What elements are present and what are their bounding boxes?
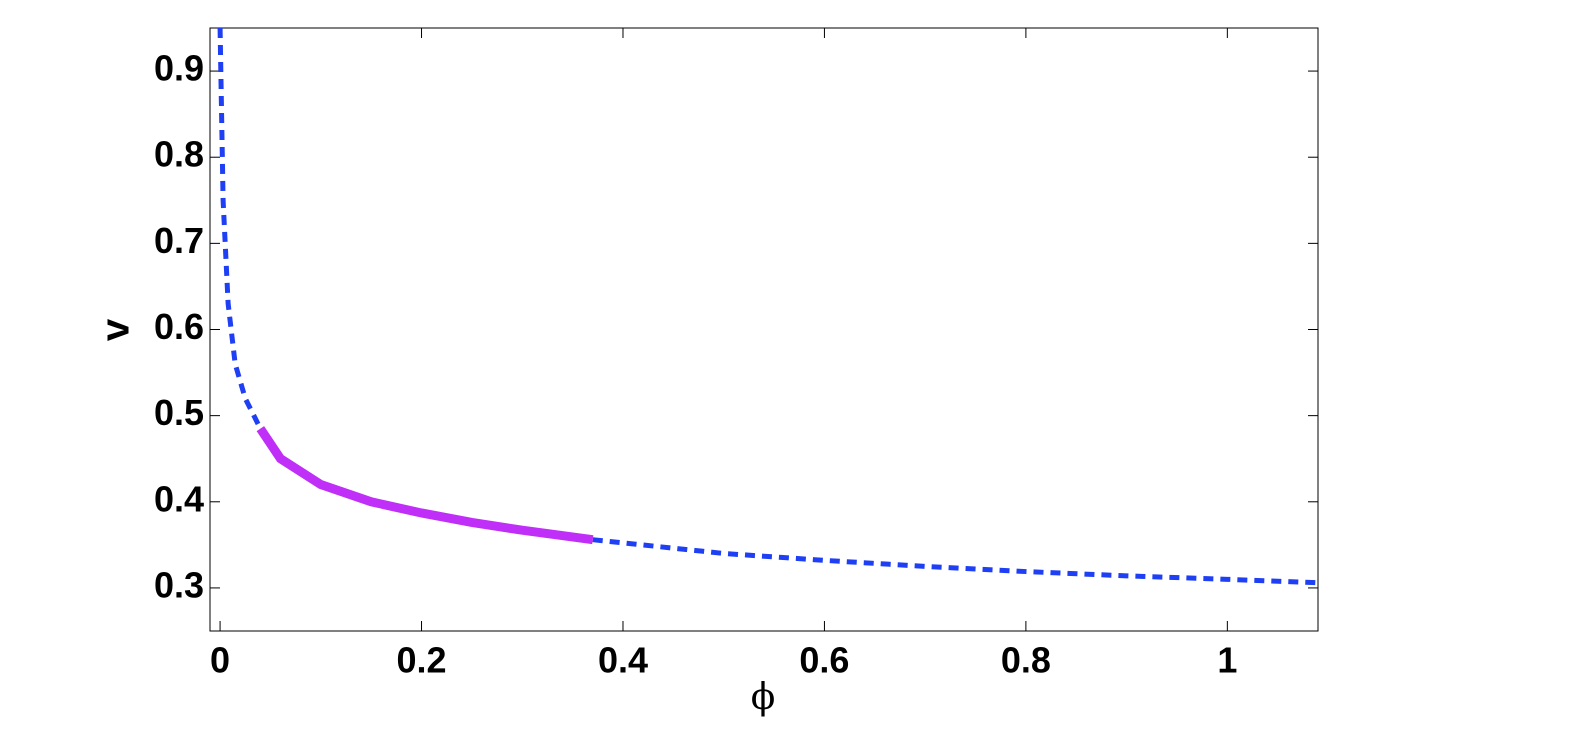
- plot-frame: [209, 27, 1319, 632]
- x-tick-label: 0.8: [1001, 640, 1051, 681]
- y-tick-label: 0.3: [154, 564, 204, 605]
- y-tick-label: 0.4: [154, 478, 204, 519]
- y-axis-label: v: [94, 318, 138, 341]
- x-tick-label: 0: [210, 640, 230, 681]
- y-tick-label: 0.9: [154, 48, 204, 89]
- y-tick-label: 0.5: [154, 392, 204, 433]
- y-tick-label: 0.6: [154, 306, 204, 347]
- y-tick-label: 0.8: [154, 134, 204, 175]
- y-tick-label: 0.7: [154, 220, 204, 261]
- data-line: [256, 426, 594, 545]
- x-axis-label: ϕ: [751, 677, 776, 718]
- data-line: [217, 27, 1319, 586]
- x-tick-label: 0.6: [799, 640, 849, 681]
- x-tick-label: 0.2: [397, 640, 447, 681]
- x-tick-label: 0.4: [598, 640, 648, 681]
- x-tick-label: 1: [1217, 640, 1237, 681]
